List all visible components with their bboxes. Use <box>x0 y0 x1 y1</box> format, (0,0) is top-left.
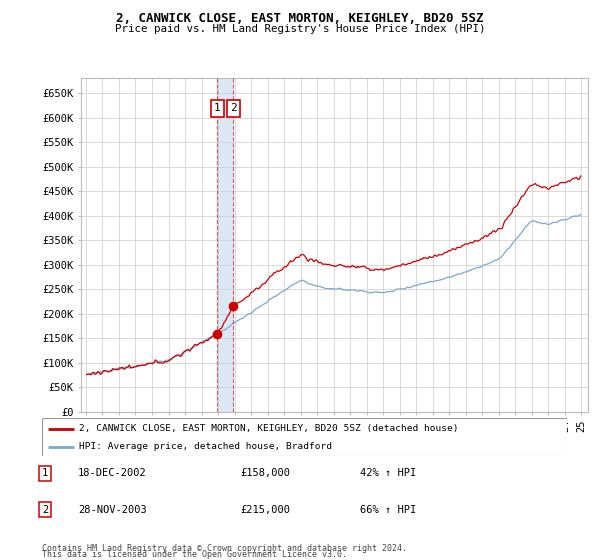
Text: 2: 2 <box>230 104 236 113</box>
Text: 2, CANWICK CLOSE, EAST MORTON, KEIGHLEY, BD20 5SZ (detached house): 2, CANWICK CLOSE, EAST MORTON, KEIGHLEY,… <box>79 424 458 433</box>
Text: Contains HM Land Registry data © Crown copyright and database right 2024.: Contains HM Land Registry data © Crown c… <box>42 544 407 553</box>
Text: 18-DEC-2002: 18-DEC-2002 <box>78 468 147 478</box>
Text: £215,000: £215,000 <box>240 505 290 515</box>
Text: 1: 1 <box>214 104 221 113</box>
Text: £158,000: £158,000 <box>240 468 290 478</box>
Bar <box>217 78 233 412</box>
Text: 2, CANWICK CLOSE, EAST MORTON, KEIGHLEY, BD20 5SZ: 2, CANWICK CLOSE, EAST MORTON, KEIGHLEY,… <box>116 12 484 25</box>
Text: 2: 2 <box>42 505 48 515</box>
Text: 66% ↑ HPI: 66% ↑ HPI <box>360 505 416 515</box>
Text: This data is licensed under the Open Government Licence v3.0.: This data is licensed under the Open Gov… <box>42 550 347 559</box>
Text: 1: 1 <box>42 468 48 478</box>
Text: 42% ↑ HPI: 42% ↑ HPI <box>360 468 416 478</box>
Text: Price paid vs. HM Land Registry's House Price Index (HPI): Price paid vs. HM Land Registry's House … <box>115 24 485 34</box>
Text: 28-NOV-2003: 28-NOV-2003 <box>78 505 147 515</box>
Text: HPI: Average price, detached house, Bradford: HPI: Average price, detached house, Brad… <box>79 442 332 451</box>
FancyBboxPatch shape <box>42 418 567 456</box>
